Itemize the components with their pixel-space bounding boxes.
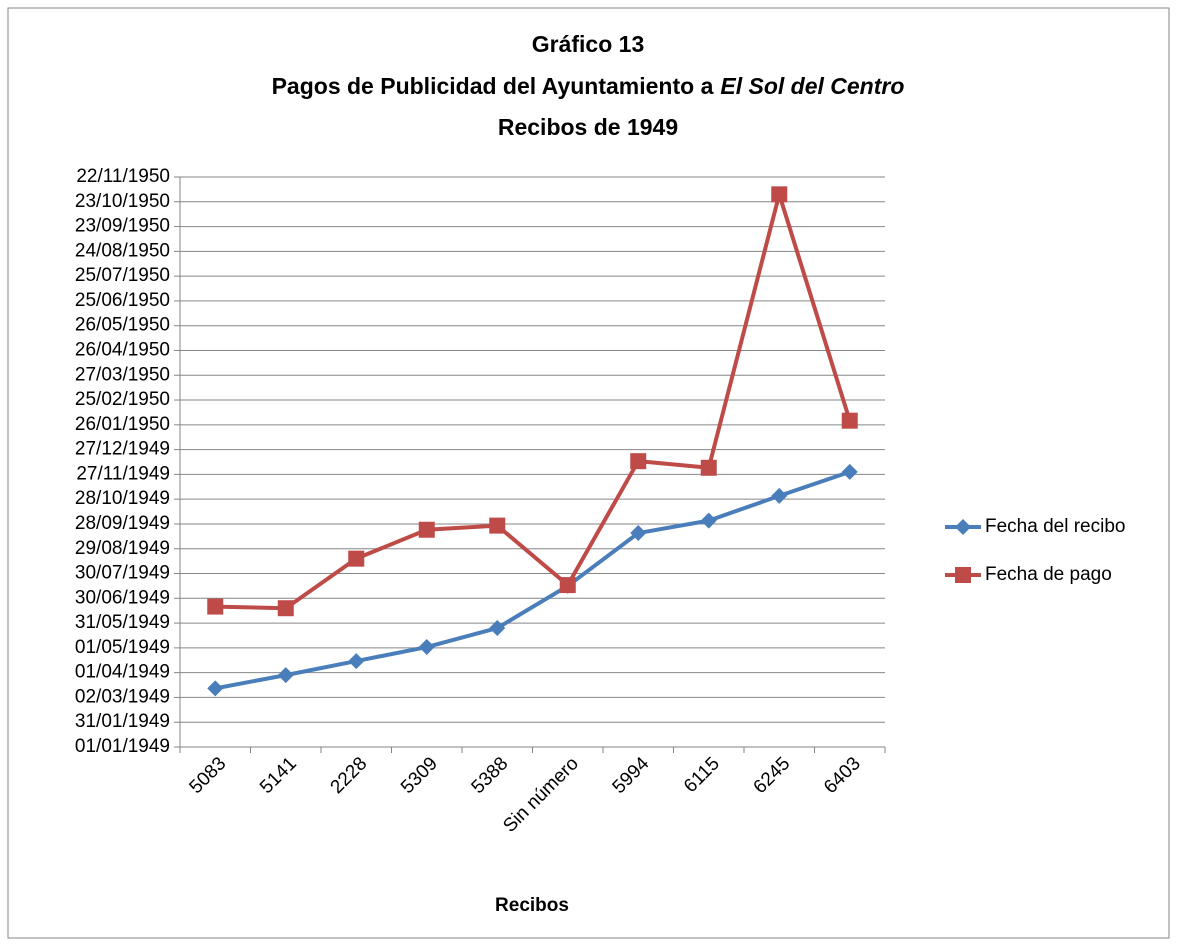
chart-subtitle: Recibos de 1949 xyxy=(498,114,678,140)
y-tick-label: 23/09/1950 xyxy=(75,216,170,237)
series-line xyxy=(215,192,852,611)
legend-label: Fecha del recibo xyxy=(985,516,1125,537)
data-point xyxy=(277,667,294,684)
y-tick-label: 22/11/1950 xyxy=(76,166,170,187)
y-tick-label: 25/06/1950 xyxy=(75,290,170,311)
legend-marker xyxy=(955,567,971,583)
y-tick-label: 23/10/1950 xyxy=(75,191,170,212)
series-line xyxy=(214,470,851,691)
y-tick-label: 01/04/1949 xyxy=(75,662,170,683)
y-tick-label: 31/01/1949 xyxy=(75,711,170,732)
data-point xyxy=(348,550,365,567)
chart-subtitle: Pagos de Publicidad del Ayuntamiento a El… xyxy=(272,73,905,99)
y-tick-label: 30/06/1949 xyxy=(75,587,170,608)
data-point xyxy=(771,186,788,203)
legend-marker xyxy=(955,519,971,535)
y-tick-label: 24/08/1950 xyxy=(75,240,170,261)
y-tick-label: 02/03/1949 xyxy=(75,686,170,707)
data-point xyxy=(630,525,647,542)
data-point xyxy=(700,512,717,529)
x-axis-label: Recibos xyxy=(495,895,569,916)
chart-title: Gráfico 13 xyxy=(532,31,645,57)
data-point xyxy=(489,620,506,637)
data-point xyxy=(841,412,858,429)
y-tick-label: 29/08/1949 xyxy=(75,538,170,559)
y-tick-label: 25/07/1950 xyxy=(75,265,170,286)
data-point xyxy=(348,653,365,670)
y-tick-label: 26/01/1950 xyxy=(75,414,170,435)
legend-label: Fecha de pago xyxy=(985,564,1112,585)
y-tick-label: 26/05/1950 xyxy=(75,315,170,336)
data-point xyxy=(207,680,224,697)
y-tick-label: 01/01/1949 xyxy=(75,736,170,757)
data-point xyxy=(418,639,435,656)
data-point xyxy=(418,521,435,538)
chart-border xyxy=(7,7,1170,939)
data-point xyxy=(207,598,224,615)
y-tick-label: 27/11/1949 xyxy=(76,463,170,484)
data-point xyxy=(277,600,294,617)
data-point xyxy=(489,517,506,534)
subtitle-part: Pagos de Publicidad del Ayuntamiento a xyxy=(272,73,714,99)
y-tick-label: 27/12/1949 xyxy=(75,439,170,460)
y-tick-label: 28/10/1949 xyxy=(75,488,170,509)
data-point xyxy=(771,487,788,504)
y-tick-label: 30/07/1949 xyxy=(75,563,170,584)
y-tick-label: 31/05/1949 xyxy=(75,612,170,633)
y-tick-label: 25/02/1950 xyxy=(75,389,170,410)
data-point xyxy=(841,463,858,480)
subtitle-italic: El Sol del Centro xyxy=(720,73,904,99)
y-tick-label: 28/09/1949 xyxy=(75,513,170,534)
y-tick-label: 27/03/1950 xyxy=(75,364,170,385)
y-tick-label: 01/05/1949 xyxy=(75,637,170,658)
data-point xyxy=(700,459,717,476)
y-tick-label: 26/04/1950 xyxy=(75,339,170,360)
data-point xyxy=(630,453,647,470)
data-point xyxy=(559,577,576,594)
